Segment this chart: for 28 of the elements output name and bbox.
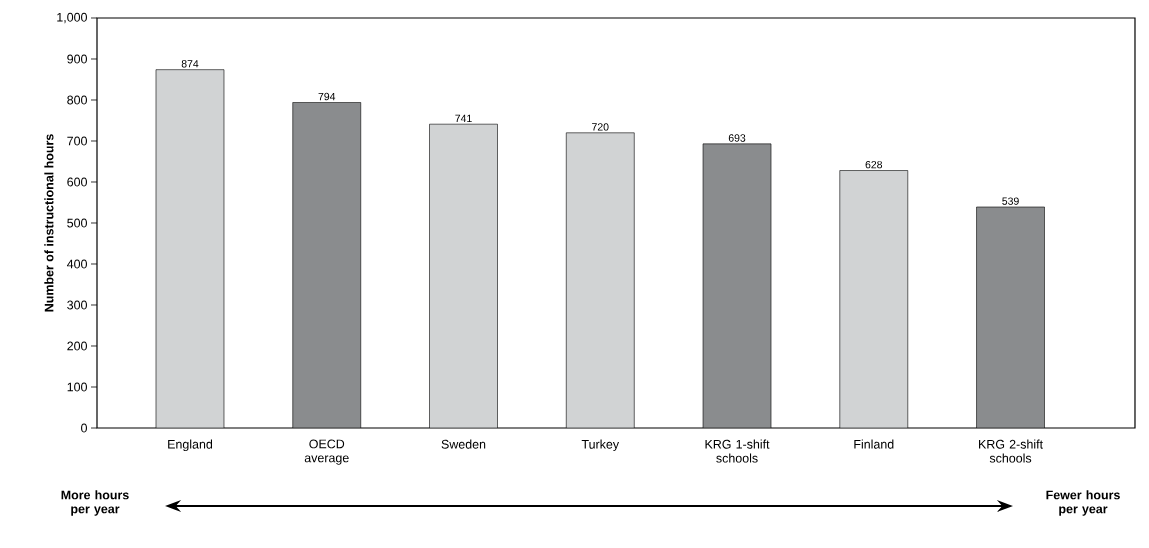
x-tick-label: Sweden	[441, 439, 486, 449]
data-label: 628	[865, 160, 883, 169]
x-tick-label: KRG 1-shift schools	[705, 439, 770, 463]
y-axis-title: Number of instructional hours	[44, 134, 54, 312]
x-tick-label: Turkey	[581, 439, 620, 452]
x-tick-label: OECD average	[304, 439, 349, 465]
y-tick-label: 600	[67, 177, 87, 187]
y-tick-label: 0	[81, 423, 87, 433]
y-tick-label: 200	[67, 341, 87, 351]
text: Fewer hours per year	[1046, 490, 1120, 516]
data-label: 539	[1002, 197, 1019, 205]
y-tick-label: 500	[67, 218, 87, 228]
data-label: 741	[455, 114, 472, 122]
y-tick-label: 300	[67, 300, 87, 310]
x-tick-label: Finland	[854, 439, 894, 449]
data-label: 874	[181, 60, 199, 68]
y-tick-label: 100	[67, 382, 87, 392]
x-tick-label: KRG 2-shift schools	[979, 439, 1043, 463]
x-tick-label: England	[168, 439, 213, 452]
y-tick-label: 1,000	[57, 12, 87, 24]
data-label: 720	[592, 123, 609, 131]
y-tick-label: 800	[67, 95, 87, 105]
y-tick-label: 400	[66, 259, 87, 269]
text: More hours per year	[61, 490, 129, 516]
data-label: 794	[318, 92, 336, 101]
data-label: 693	[728, 134, 746, 142]
y-tick-label: 700	[67, 136, 87, 146]
y-tick-label: 900	[67, 54, 87, 64]
